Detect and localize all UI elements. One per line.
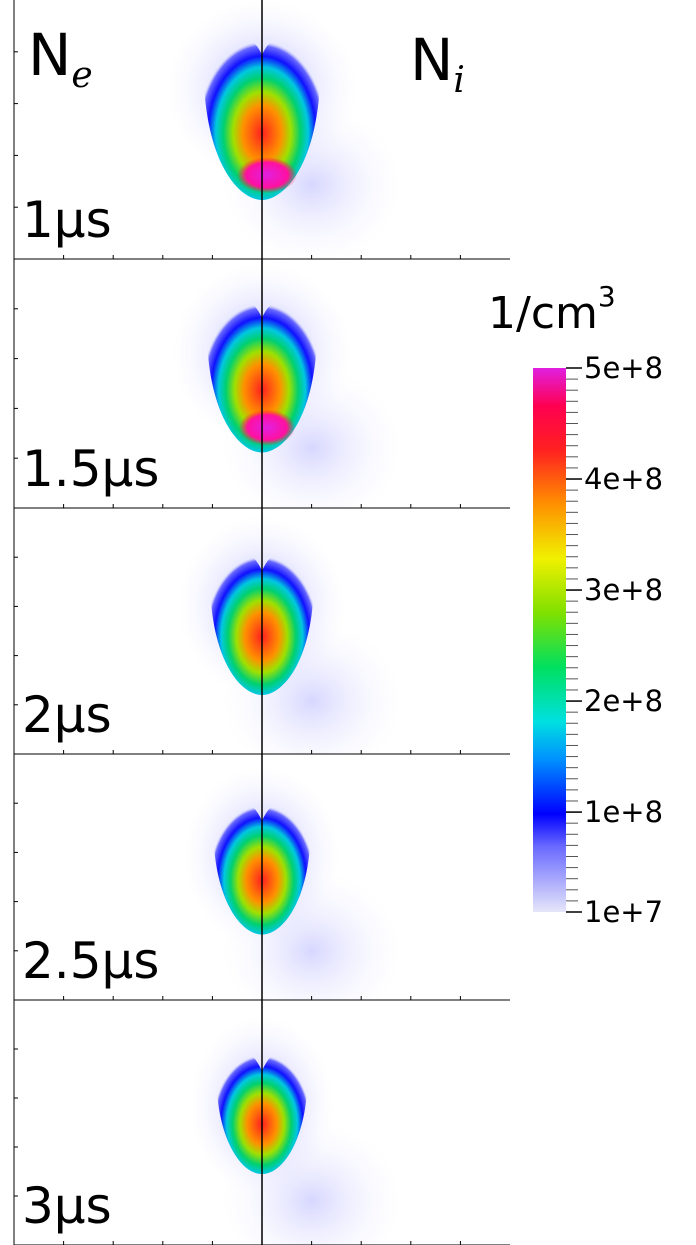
panel: 1μs bbox=[13, 0, 510, 260]
colorbar: 1e+7 1e+8 2e+8 3e+8 4e+8 5e+8 bbox=[533, 351, 663, 929]
colorbar-label: 1/cm3 bbox=[488, 280, 616, 339]
density-map bbox=[189, 1016, 402, 1245]
density-map bbox=[172, 263, 402, 508]
panel: 2μs bbox=[13, 508, 510, 755]
peak bbox=[238, 409, 296, 446]
right-label: Ni bbox=[410, 26, 465, 101]
time-label: 3μs bbox=[22, 1177, 112, 1235]
panel: 2.5μs bbox=[13, 754, 510, 1001]
colorbar-tick-label: 1e+8 bbox=[584, 795, 663, 829]
panel: 3μs bbox=[13, 1000, 510, 1245]
panel: 1.5μs bbox=[13, 259, 510, 509]
colorbar-tick-label: 3e+8 bbox=[584, 573, 663, 607]
density-map bbox=[167, 0, 402, 259]
colorbar-tick-label: 5e+8 bbox=[584, 351, 663, 385]
colorbar-fill bbox=[533, 368, 566, 912]
colorbar-tick-label: 2e+8 bbox=[584, 684, 663, 718]
panels: 1μs 1.5μs 2μs 2.5μs 3μs bbox=[13, 0, 510, 1245]
colorbar-tick-label: 4e+8 bbox=[584, 462, 663, 496]
peak bbox=[237, 157, 297, 193]
time-label: 1.5μs bbox=[22, 440, 159, 498]
time-label: 1μs bbox=[22, 191, 112, 249]
density-map bbox=[178, 516, 402, 754]
time-label: 2.5μs bbox=[22, 932, 159, 990]
density-map bbox=[184, 766, 402, 1000]
time-label: 2μs bbox=[22, 686, 112, 744]
left-label: Ne bbox=[28, 21, 93, 96]
colorbar-tick-label: 1e+7 bbox=[584, 895, 663, 929]
